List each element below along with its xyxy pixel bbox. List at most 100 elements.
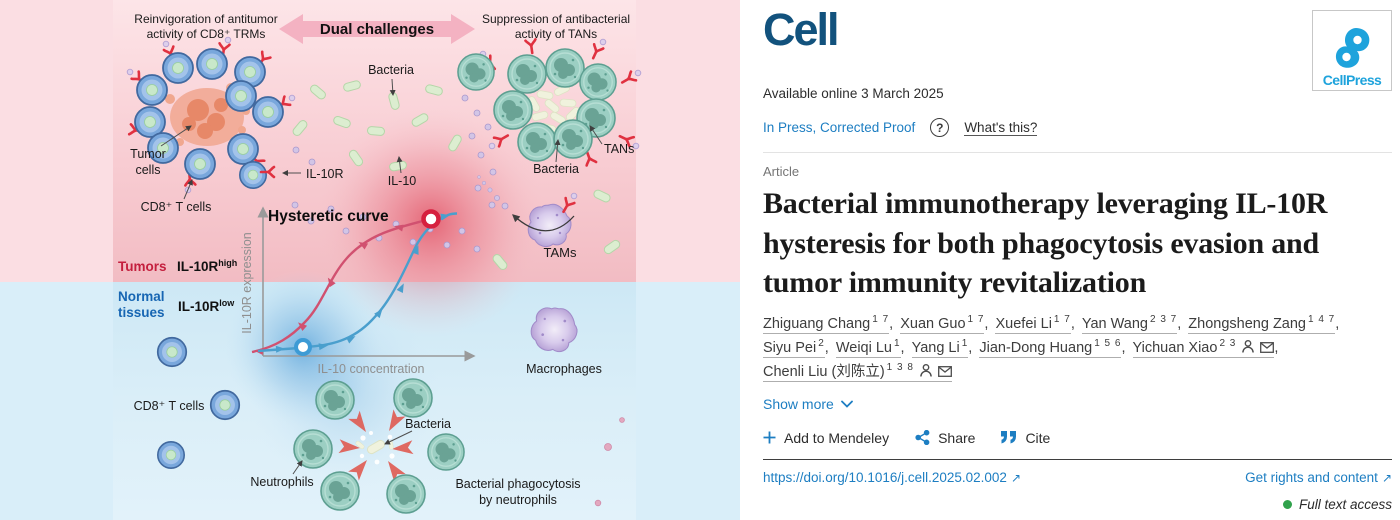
low-state-marker <box>294 338 312 356</box>
cellpress-logo[interactable]: CellPress <box>1312 10 1392 91</box>
cd8-top-label: CD8⁺ T cells <box>141 179 212 214</box>
author[interactable]: Yichuan Xiao 2 3 <box>1132 338 1275 358</box>
caption-right-line2: activity of TANs <box>515 27 597 41</box>
author-separator: , <box>1121 339 1130 356</box>
caption-left-line1: Reinvigoration of antitumor <box>134 12 277 26</box>
whats-this-link[interactable]: What's this? <box>964 119 1038 136</box>
rights-and-content-link[interactable]: Get rights and content ↗ <box>1245 470 1392 485</box>
author[interactable]: Xuefei Li 1 7 <box>995 313 1071 334</box>
cd8-cell-with-receptor <box>239 161 267 189</box>
author-separator: , <box>1177 315 1186 332</box>
svg-text:Bacteria: Bacteria <box>405 417 451 431</box>
person-icon <box>1242 339 1255 353</box>
in-press-status-link[interactable]: In Press, Corrected Proof <box>763 120 916 135</box>
graphical-abstract-figure: Dual challenges Reinvigoration of antitu… <box>0 0 740 520</box>
article-type-label: Article <box>763 164 800 179</box>
hysteresis-chart: IL-10R expression IL-10 concentration Hy… <box>240 206 476 376</box>
normal-label-line2: tissues <box>118 305 165 320</box>
normal-sup: low <box>219 298 235 308</box>
cite-label: Cite <box>1025 429 1051 446</box>
cd8-bottom-cells: CD8⁺ T cells <box>134 336 241 469</box>
tumor-cells-label: Tumor cells <box>130 125 192 177</box>
rights-label: Get rights and content <box>1245 469 1378 485</box>
doi-url: https://doi.org/10.1016/j.cell.2025.02.0… <box>763 469 1007 485</box>
svg-text:IL-10R: IL-10R <box>306 167 344 181</box>
il10r-label: IL-10R <box>282 167 344 181</box>
tumor-cluster <box>126 36 296 194</box>
double-quote-icon <box>1001 431 1017 444</box>
svg-text:cells: cells <box>135 163 160 177</box>
banner-label: Dual challenges <box>320 21 434 38</box>
author[interactable]: Chenli Liu (刘陈立) 1 3 8 <box>763 362 952 382</box>
author[interactable]: Zhongsheng Zang 1 4 7 <box>1188 313 1336 334</box>
tams-label: TAMs <box>544 245 577 260</box>
show-more-button[interactable]: Show more <box>763 396 853 412</box>
doi-link[interactable]: https://doi.org/10.1016/j.cell.2025.02.0… <box>763 470 1021 485</box>
svg-text:Tumor: Tumor <box>130 147 166 161</box>
chart-title: Hysteretic curve <box>268 208 389 225</box>
cellpress-wordmark: CellPress <box>1322 72 1382 88</box>
macrophages-label: Macrophages <box>526 362 602 376</box>
chevron-down-icon <box>840 400 853 408</box>
svg-text:CD8⁺ T cells: CD8⁺ T cells <box>141 200 212 214</box>
author[interactable]: Yang Li 1 <box>911 337 969 358</box>
cite-button[interactable]: Cite <box>1001 430 1050 446</box>
tumors-label: Tumors <box>118 259 167 274</box>
bacteria-top-label: Bacteria <box>368 63 414 96</box>
envelope-icon <box>1260 341 1275 353</box>
normal-tissues-row: Normal tissues IL-10Rlow <box>118 289 235 320</box>
normal-value: IL-10R <box>178 299 220 314</box>
author-separator: , <box>968 339 977 356</box>
header-divider <box>763 152 1392 153</box>
add-to-mendeley-button[interactable]: Add to Mendeley <box>763 430 889 446</box>
neutrophils-label: Neutrophils <box>250 460 314 489</box>
author[interactable]: Xuan Guo 1 7 <box>900 313 985 334</box>
author[interactable]: Siyu Pei 2 <box>763 337 825 358</box>
cellpress-glyph-icon <box>1335 28 1370 68</box>
bacteria-bottom-label: Bacteria <box>384 417 451 445</box>
tam-cell: TAMs <box>477 175 622 272</box>
author[interactable]: Yan Wang 2 3 7 <box>1081 313 1178 334</box>
dual-challenges-banner: Dual challenges <box>279 14 475 44</box>
svg-text:Bacteria: Bacteria <box>533 162 579 176</box>
caption-right-line1: Suppression of antibacterial <box>482 12 630 26</box>
cell-journal-logo[interactable]: Cell <box>763 4 840 55</box>
access-label: Full text access <box>1298 496 1392 512</box>
author-separator: , <box>889 315 898 332</box>
share-label: Share <box>938 429 976 446</box>
author-separator: , <box>1274 339 1279 356</box>
normal-label-line1: Normal <box>118 289 165 304</box>
svg-text:Neutrophils: Neutrophils <box>250 475 313 489</box>
author[interactable]: Weiqi Lu 1 <box>835 337 901 358</box>
author-list: Zhiguang Chang 1 7, Xuan Guo 1 7, Xuefei L… <box>763 312 1388 384</box>
caption-left-line2: activity of CD8⁺ TRMs <box>147 27 266 41</box>
phagocytosis-label-line2: by neutrophils <box>479 493 557 507</box>
tans-label: TANs <box>589 125 634 156</box>
il10-label: IL-10 <box>388 156 416 188</box>
author[interactable]: Zhiguang Chang 1 7 <box>763 313 890 334</box>
svg-text:Bacteria: Bacteria <box>368 63 414 77</box>
bacteria-right-label: Bacteria <box>533 139 579 176</box>
author-separator: , <box>1335 315 1340 332</box>
svg-text:TANs: TANs <box>604 142 634 156</box>
svg-text:IL-10Rhigh: IL-10Rhigh <box>177 258 237 274</box>
share-button[interactable]: Share <box>915 430 975 446</box>
show-more-label: Show more <box>763 395 834 412</box>
graphical-abstract: Dual challenges Reinvigoration of antitu… <box>0 0 740 520</box>
available-online-date: Available online 3 March 2025 <box>763 86 944 101</box>
author[interactable]: Jian-Dong Huang 1 5 6 <box>979 337 1122 358</box>
macrophage: Macrophages <box>526 301 625 507</box>
question-circle-icon[interactable]: ? <box>930 118 950 137</box>
author-separator: , <box>900 339 909 356</box>
article-title: Bacterial immunotherapy leveraging IL-10… <box>763 187 1328 300</box>
external-link-icon: ↗ <box>1010 470 1021 485</box>
envelope-icon <box>937 365 952 377</box>
author-separator: , <box>1070 315 1079 332</box>
tumors-value: IL-10R <box>177 259 219 274</box>
access-status: Full text access <box>740 497 1392 512</box>
tumors-row: Tumors IL-10Rhigh <box>118 258 237 274</box>
high-state-marker <box>421 209 441 229</box>
phagocytosis-cluster: Neutrophils Bacteria Bacterial phagocyto… <box>250 378 581 514</box>
phagocytosed-bacteria <box>354 431 395 465</box>
